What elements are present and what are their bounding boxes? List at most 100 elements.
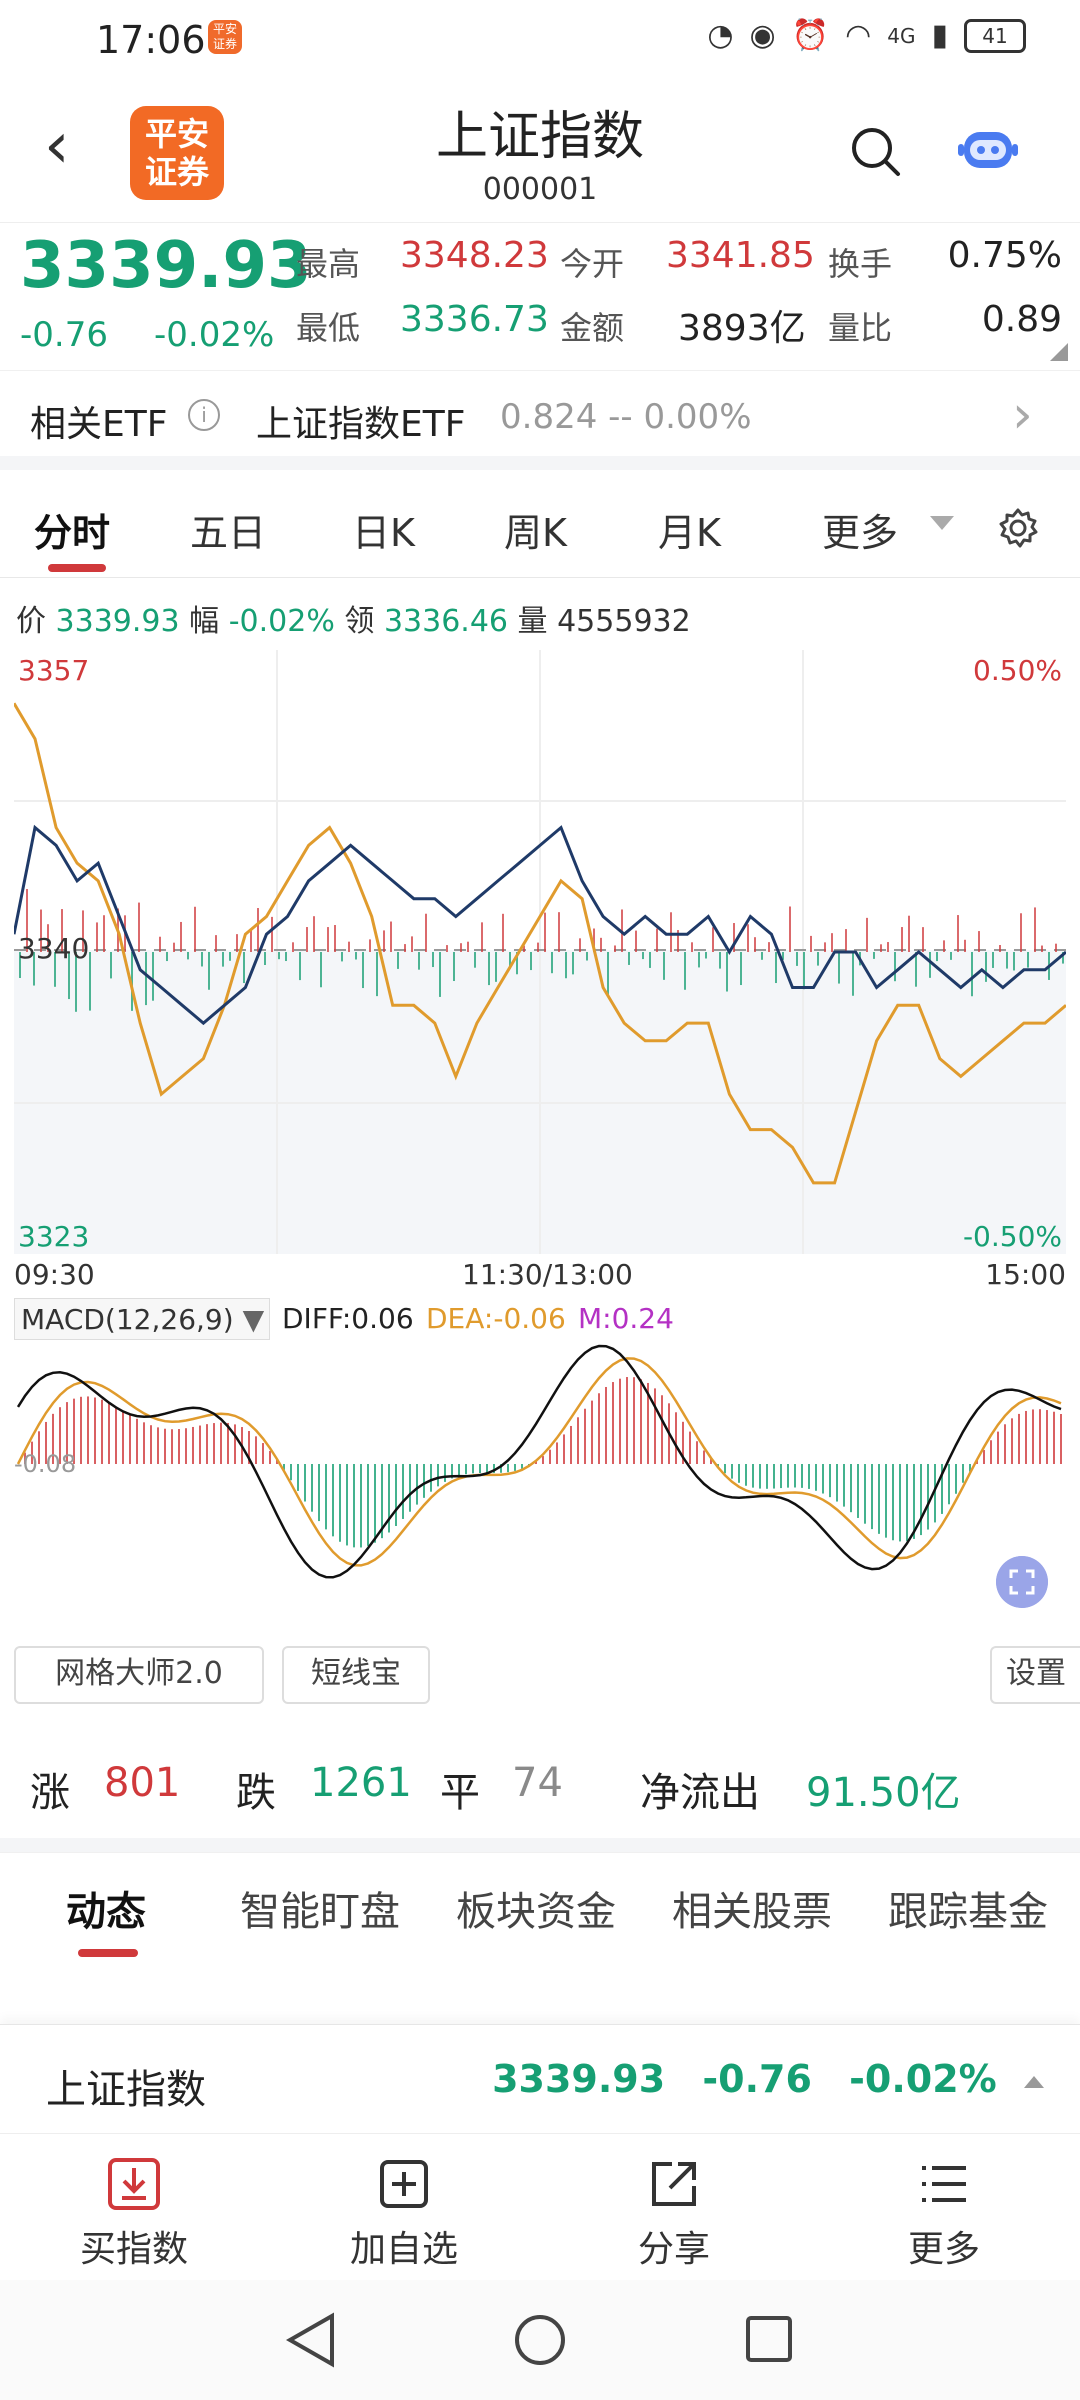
macd-chart[interactable]: -0.08 [14,1342,1066,1632]
amount-label: 金额 [560,309,625,347]
down-count: 1261 [310,1760,412,1806]
indicator-select-label: MACD(12,26,9) [21,1303,234,1336]
sticky-quote-bar[interactable]: 上证指数 3339.93 -0.76 -0.02% [0,2024,1080,2134]
sticky-change: -0.76 [702,2057,812,2101]
flat-label: 平 [440,1770,480,1816]
nav-home-icon[interactable] [515,2315,565,2365]
section-divider [0,456,1080,470]
eye-icon: ◉ [749,18,776,53]
caret-down-icon: ▼ [242,1303,265,1336]
tab-weekly-k[interactable]: 周K [504,511,567,555]
etf-name: 上证指数ETF [256,404,466,445]
tab-news[interactable]: 动态 [66,1889,146,1935]
volume-ratio-label: 量比 [828,309,893,347]
tab-tracking-funds[interactable]: 跟踪基金 [888,1889,1048,1935]
caret-up-icon[interactable] [1024,2075,1044,2088]
time-end-label: 15:00 [985,1258,1066,1291]
expand-corner-icon[interactable] [1050,343,1068,361]
intraday-chart[interactable]: 3357 3340 3323 0.50% -0.50% [14,650,1066,1254]
nav-recents-icon[interactable] [746,2316,792,2362]
gear-icon[interactable] [996,506,1040,550]
turnover-label: 换手 [828,245,893,283]
macd-zero-label: -0.08 [14,1450,76,1478]
more-button[interactable]: 更多 [844,2156,1044,2272]
fullscreen-icon[interactable] [996,1556,1048,1608]
app-notification-icon: 平安 证券 [208,20,242,54]
settings-button[interactable]: 设置 [990,1646,1080,1704]
tab-five-day[interactable]: 五日 [190,511,267,555]
add-watchlist-button[interactable]: 加自选 [304,2156,504,2272]
tab-more[interactable]: 更多 [822,511,899,555]
tab-monthly-k[interactable]: 月K [658,511,721,555]
net-flow-value: 91.50亿 [806,1770,961,1816]
tab-smart-watch[interactable]: 智能盯盘 [240,1889,400,1935]
macd-dea-line [16,1357,1062,1567]
wifi-icon: ◠ [845,18,872,53]
y-axis-top-label: 3357 [18,654,89,687]
bottom-action-bar: 买指数 加自选 分享 更多 [0,2134,1080,2280]
high-value: 3348.23 [400,235,549,276]
nav-back-icon[interactable] [285,2312,334,2368]
share-icon [652,2162,696,2206]
down-label: 跌 [236,1770,276,1816]
search-icon[interactable] [848,124,902,178]
lead-value: 3336.46 [383,604,508,639]
volume-label: 量 [517,604,548,639]
active-tab-indicator [48,564,106,572]
content-tabs: 动态 智能盯盘 板块资金 相关股票 跟踪基金 [0,1852,1080,1957]
sticky-price: 3339.93 [492,2057,666,2101]
series-avg-line [14,702,1066,1185]
amplitude-label: 幅 [189,604,220,639]
time-start-label: 09:30 [14,1258,95,1291]
buy-index-label: 买指数 [79,2229,188,2270]
price-value: 3339.93 [55,604,180,639]
macd-diff-line [16,1344,1062,1579]
download-box-icon [108,2158,160,2210]
macd-header: MACD(12,26,9) ▼ DIFF:0.06 DEA:-0.06 M:0.… [14,1298,1066,1342]
y-axis-bottom-label: 3323 [18,1220,89,1253]
up-count: 801 [104,1760,181,1806]
short-line-button[interactable]: 短线宝 [282,1646,430,1704]
related-etf-label: 相关ETF [30,404,168,445]
info-icon[interactable]: i [188,399,220,431]
share-button[interactable]: 分享 [574,2156,774,2272]
volume-bars [19,889,1064,1012]
macd-dea: DEA:-0.06 [426,1302,566,1335]
series-index-line [14,824,1066,1026]
market-breadth: 涨 801 跌 1261 平 74 净流出 91.50亿 [0,1730,1080,1840]
sticky-pct: -0.02% [849,2057,997,2101]
index-code: 000001 [482,172,598,207]
volume-ratio-value: 0.89 [981,299,1062,340]
indicator-select[interactable]: MACD(12,26,9) ▼ [14,1298,270,1340]
signal-icon: ▮ [931,18,948,53]
up-label: 涨 [30,1770,70,1816]
active-tab-indicator [78,1949,138,1957]
tab-intraday[interactable]: 分时 [34,511,111,555]
system-nav-bar [0,2280,1080,2400]
related-etf-row[interactable]: 相关ETF i 上证指数ETF 0.824 -- 0.00% › [0,370,1080,456]
lead-label: 领 [344,604,375,639]
buy-index-button[interactable]: 买指数 [34,2156,234,2272]
sticky-quote-values: 3339.93 -0.76 -0.02% [492,2057,1044,2101]
back-icon[interactable]: ‹ [44,109,70,183]
app-header: ‹ 平安 证券 上证指数 000001 [0,80,1080,220]
grid-master-button[interactable]: 网格大师2.0 [14,1646,264,1704]
tab-daily-k[interactable]: 日K [352,511,415,555]
amount-value: 3893亿 [678,308,806,349]
turnover-value: 0.75% [947,235,1062,276]
section-divider [0,1838,1080,1852]
pct-axis-top-label: 0.50% [973,654,1062,687]
share-label: 分享 [637,2229,710,2270]
amplitude-value: -0.02% [228,604,335,639]
robot-assistant-icon[interactable] [958,124,1018,174]
brand-logo: 平安 证券 [130,106,224,200]
plus-box-icon [380,2160,428,2208]
chart-grid [14,650,1066,1254]
volume-value: 4555932 [557,604,691,639]
quote-panel: 3339.93 -0.76 -0.02% 最高 3348.23 最低 3336.… [0,222,1080,368]
tab-related-stocks[interactable]: 相关股票 [672,1889,832,1935]
crosshair-info: 价 3339.93 幅 -0.02% 领 3336.46 量 4555932 [16,596,691,640]
tab-sector-funds[interactable]: 板块资金 [456,1889,616,1935]
status-icons: ◔ ◉ ⏰ ◠ 4G ▮ 41 [707,18,1026,53]
macd-diff: DIFF:0.06 [282,1302,414,1335]
